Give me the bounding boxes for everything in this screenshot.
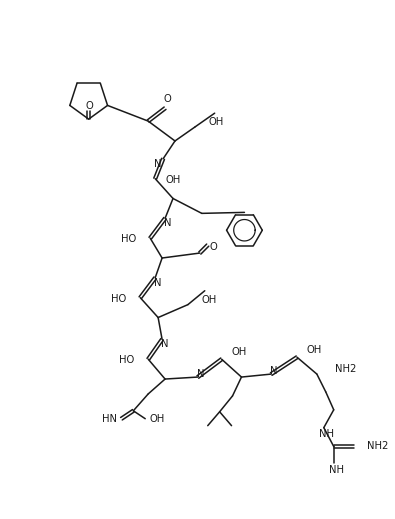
Text: N: N <box>271 366 278 376</box>
Text: O: O <box>210 242 218 252</box>
Text: O: O <box>163 94 171 104</box>
Text: N: N <box>154 278 162 288</box>
Text: OH: OH <box>307 345 322 356</box>
Text: OH: OH <box>202 295 217 305</box>
Text: OH: OH <box>165 174 181 185</box>
Text: NH: NH <box>329 466 344 475</box>
Text: OH: OH <box>209 117 224 127</box>
Text: HN: HN <box>102 414 117 424</box>
Text: NH2: NH2 <box>335 364 356 374</box>
Text: N: N <box>197 369 205 379</box>
Text: N: N <box>154 159 161 169</box>
Text: N: N <box>164 218 172 228</box>
Text: N: N <box>161 339 169 349</box>
Text: OH: OH <box>149 414 164 424</box>
Text: HO: HO <box>121 234 136 244</box>
Text: NH2: NH2 <box>367 441 389 450</box>
Text: HO: HO <box>119 355 134 365</box>
Text: HO: HO <box>111 294 126 304</box>
Text: O: O <box>86 101 94 111</box>
Text: NH: NH <box>319 429 334 439</box>
Text: OH: OH <box>231 347 247 357</box>
